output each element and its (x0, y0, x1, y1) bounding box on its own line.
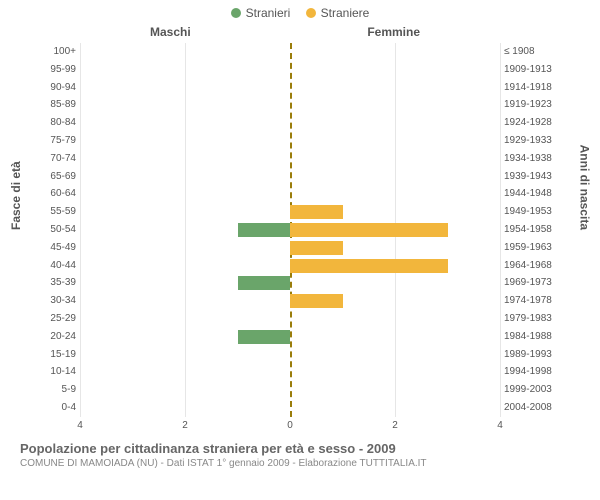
y-label-years: 2004-2008 (504, 402, 576, 413)
x-tick-label: 4 (497, 420, 503, 431)
bar-male (238, 276, 291, 290)
column-header-male: Maschi (150, 25, 191, 39)
x-tick-label: 2 (182, 420, 188, 431)
y-label-age: 10-14 (32, 366, 76, 377)
y-label-age: 40-44 (32, 260, 76, 271)
y-label-age: 75-79 (32, 135, 76, 146)
bar-male (238, 223, 291, 237)
caption-title: Popolazione per cittadinanza straniera p… (20, 441, 580, 456)
gridline (500, 43, 501, 417)
y-label-years: 1919-1923 (504, 99, 576, 110)
y-label-age: 20-24 (32, 331, 76, 342)
y-label-years: 1999-2003 (504, 384, 576, 395)
y-label-years: ≤ 1908 (504, 46, 576, 57)
x-tick-label: 0 (287, 420, 293, 431)
legend-item-straniere: Straniere (306, 6, 370, 20)
y-label-years: 1959-1963 (504, 242, 576, 253)
y-label-age: 85-89 (32, 99, 76, 110)
legend-dot-stranieri (231, 8, 241, 18)
legend-label-stranieri: Stranieri (246, 6, 291, 20)
y-label-years: 1994-1998 (504, 366, 576, 377)
gridline (185, 43, 186, 417)
y-label-years: 1974-1978 (504, 295, 576, 306)
y-label-years: 1929-1933 (504, 135, 576, 146)
legend-item-stranieri: Stranieri (231, 6, 291, 20)
column-header-female: Femmine (367, 25, 420, 39)
y-label-years: 1989-1993 (504, 349, 576, 360)
y-label-age: 95-99 (32, 64, 76, 75)
y-axis-title-left: Fasce di età (9, 161, 23, 230)
y-label-age: 30-34 (32, 295, 76, 306)
y-label-years: 1964-1968 (504, 260, 576, 271)
bar-female (290, 223, 448, 237)
caption-subtitle: COMUNE DI MAMOIADA (NU) - Dati ISTAT 1° … (20, 458, 580, 469)
y-label-years: 1954-1958 (504, 224, 576, 235)
y-label-years: 1979-1983 (504, 313, 576, 324)
y-label-years: 1934-1938 (504, 153, 576, 164)
bar-female (290, 259, 448, 273)
y-label-age: 25-29 (32, 313, 76, 324)
y-label-age: 70-74 (32, 153, 76, 164)
legend-dot-straniere (306, 8, 316, 18)
y-label-years: 1914-1918 (504, 82, 576, 93)
legend: Stranieri Straniere (0, 0, 600, 21)
y-label-age: 60-64 (32, 188, 76, 199)
bar-female (290, 205, 343, 219)
y-label-years: 1909-1913 (504, 64, 576, 75)
y-label-age: 90-94 (32, 82, 76, 93)
y-label-age: 45-49 (32, 242, 76, 253)
y-label-age: 50-54 (32, 224, 76, 235)
legend-label-straniere: Straniere (321, 6, 370, 20)
x-tick-label: 4 (77, 420, 83, 431)
y-label-years: 1984-1988 (504, 331, 576, 342)
gridline (80, 43, 81, 417)
y-label-years: 1924-1928 (504, 117, 576, 128)
y-label-years: 1944-1948 (504, 188, 576, 199)
chart: Maschi Femmine Fasce di età Anni di nasc… (20, 25, 580, 435)
y-label-age: 65-69 (32, 171, 76, 182)
y-axis-title-right: Anni di nascita (577, 145, 591, 230)
y-label-age: 0-4 (32, 402, 76, 413)
y-label-age: 15-19 (32, 349, 76, 360)
y-label-age: 35-39 (32, 277, 76, 288)
caption: Popolazione per cittadinanza straniera p… (20, 441, 580, 469)
y-label-age: 100+ (32, 46, 76, 57)
y-label-age: 5-9 (32, 384, 76, 395)
bar-female (290, 294, 343, 308)
y-label-years: 1969-1973 (504, 277, 576, 288)
y-label-age: 80-84 (32, 117, 76, 128)
y-label-age: 55-59 (32, 206, 76, 217)
plot-area: 42024100+≤ 190895-991909-191390-941914-1… (80, 43, 500, 417)
y-label-years: 1949-1953 (504, 206, 576, 217)
y-label-years: 1939-1943 (504, 171, 576, 182)
bar-female (290, 241, 343, 255)
bar-male (238, 330, 291, 344)
x-tick-label: 2 (392, 420, 398, 431)
